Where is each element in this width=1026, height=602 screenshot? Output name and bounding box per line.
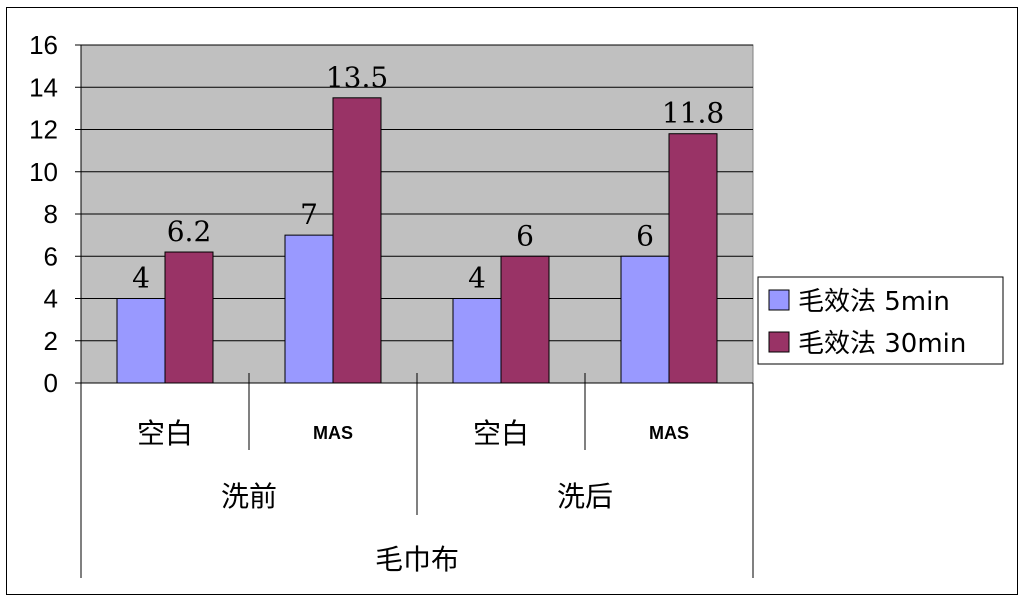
y-tick-label: 12 (29, 115, 58, 145)
bar (284, 234, 334, 384)
data-label: 13.5 (326, 61, 388, 94)
y-tick-label: 4 (44, 284, 58, 314)
y-tick-label: 8 (44, 199, 58, 229)
bar (668, 133, 718, 384)
legend-box (757, 276, 1004, 365)
group-label: 洗前 (221, 480, 277, 513)
y-tick-label: 16 (29, 30, 58, 60)
category-label: 空白 (137, 417, 193, 450)
bar (332, 97, 382, 384)
data-label: 6.2 (167, 215, 212, 248)
bar (500, 255, 550, 384)
data-label: 7 (300, 198, 318, 231)
y-tick-label: 6 (44, 241, 58, 271)
y-tick-label: 14 (29, 72, 58, 102)
bar (164, 251, 214, 384)
data-label: 11.8 (662, 97, 724, 130)
category-label: MAS (649, 423, 689, 443)
bar (452, 298, 502, 384)
legend-label: 毛效法 5min (798, 287, 950, 317)
y-tick-label: 0 (44, 368, 58, 398)
category-label: 空白 (473, 417, 529, 450)
data-label: 6 (636, 219, 654, 252)
y-tick-label: 10 (29, 157, 58, 187)
data-label: 4 (468, 262, 486, 295)
data-label: 6 (516, 219, 534, 252)
group-label: 洗后 (557, 480, 613, 513)
y-tick-label: 2 (44, 326, 58, 356)
legend-swatch (768, 289, 790, 311)
bar (620, 255, 670, 384)
data-label: 4 (132, 262, 150, 295)
legend-swatch (768, 331, 790, 353)
legend-label: 毛效法 30min (798, 329, 966, 359)
supergroup-label: 毛巾布 (375, 543, 459, 576)
bar (116, 298, 166, 384)
category-label: MAS (313, 423, 353, 443)
